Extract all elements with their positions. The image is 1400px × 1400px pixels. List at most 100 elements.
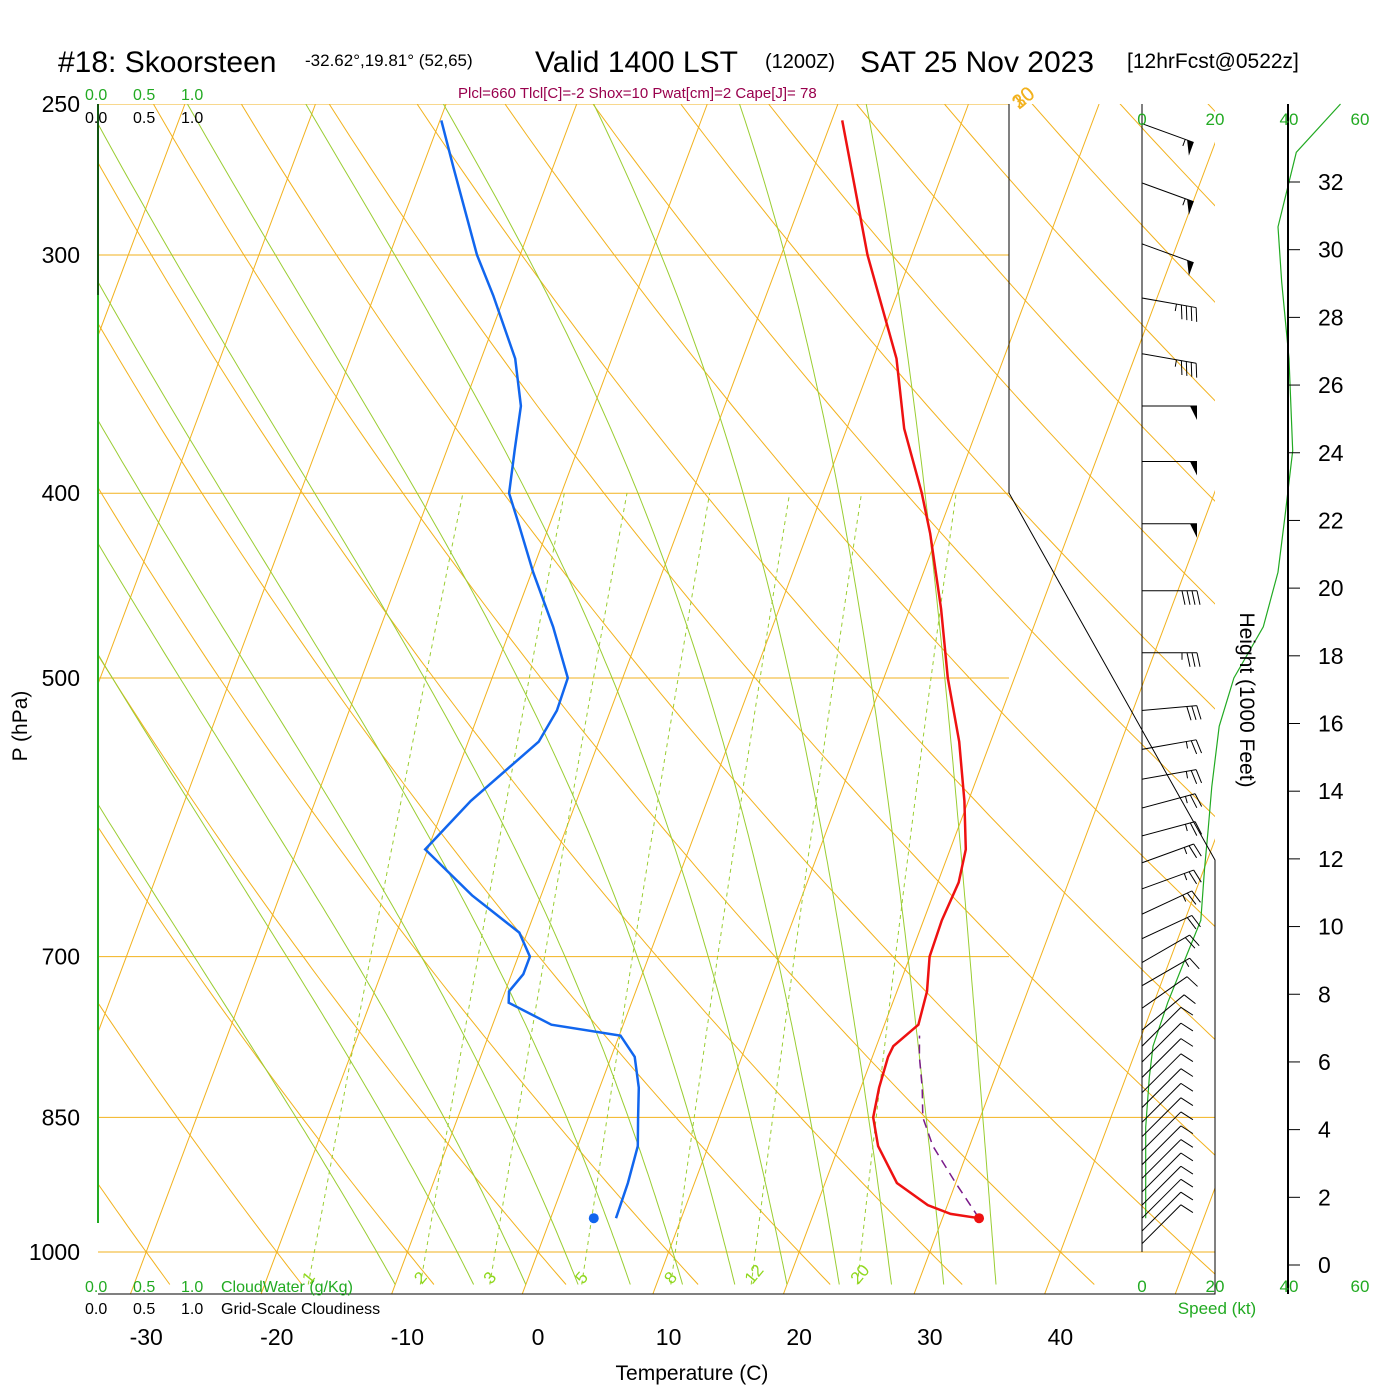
moist-adiabat	[98, 542, 527, 1285]
wind-barb	[1141, 1125, 1194, 1166]
height-axis-title: Height (1000 Feet)	[1235, 612, 1258, 787]
temperature-tick-label: -30	[130, 1324, 163, 1350]
dry-adiabat	[98, 654, 567, 1285]
wind-full-barb	[1180, 1111, 1194, 1121]
wind-full-barb	[1186, 652, 1191, 667]
mixing-ratio-label: 2	[410, 1268, 431, 1287]
wind-barb	[1141, 890, 1201, 915]
temperature-tick-label: 20	[786, 1324, 812, 1350]
wind-barb-staff	[1141, 1165, 1182, 1206]
cloud-top-black-2: 1.0	[181, 110, 203, 127]
dry-adiabat	[98, 826, 435, 1285]
station-title: #18: Skoorsteen	[58, 46, 276, 79]
mixing-ratio-label: 8	[660, 1268, 681, 1287]
wind-barb	[1141, 769, 1203, 784]
dry-adiabat	[328, 104, 1215, 1156]
pressure-tick-label: 250	[42, 91, 80, 117]
wind-full-barb	[1180, 1165, 1194, 1175]
mixing-ratio-line	[856, 493, 957, 1285]
wind-pennant	[1190, 405, 1197, 420]
pressure-tick-label: 850	[42, 1104, 80, 1130]
wind-full-barb	[1191, 890, 1201, 903]
wind-full-barb	[1180, 360, 1183, 376]
cloudiness-label: Grid-Scale Cloudiness	[221, 1301, 380, 1318]
wind-half-barb	[1185, 771, 1189, 779]
height-tick-label: 24	[1318, 440, 1344, 466]
wind-full-barb	[1185, 361, 1188, 376]
wind-full-barb	[1181, 590, 1186, 605]
isotherm-line	[98, 104, 316, 686]
wind-barb-staff	[1141, 1178, 1182, 1219]
cloud-top-green-0: 0.0	[85, 87, 107, 104]
wind-half-barb	[1184, 960, 1190, 968]
speed-axis-bottom: 0 20 40 60 Speed (kt)	[1137, 1277, 1369, 1318]
wind-barbs	[1141, 123, 1203, 1245]
wind-full-barb	[1188, 845, 1198, 859]
wind-barb	[1141, 1139, 1194, 1179]
wind-barb	[1141, 182, 1194, 215]
wind-barb	[1141, 1204, 1194, 1245]
isotherm-line	[652, 104, 1100, 1294]
wind-full-barb	[1189, 934, 1200, 946]
speed-bottom-20: 20	[1206, 1277, 1225, 1296]
height-tick-label: 10	[1318, 914, 1344, 940]
wind-full-barb	[1180, 1022, 1194, 1032]
speed-bottom-60: 60	[1351, 1277, 1370, 1296]
pressure-tick-label: 700	[42, 944, 80, 970]
wind-full-barb	[1189, 957, 1200, 970]
moist-adiabat	[186, 104, 736, 1285]
mixing-ratio-line	[750, 493, 862, 1285]
valid-time: Valid 1400 LST	[535, 46, 738, 79]
wind-barb-staff	[1141, 1097, 1182, 1138]
wind-barb-staff	[1141, 793, 1196, 809]
wind-barb-staff	[1141, 739, 1197, 750]
dry-adiabat	[592, 104, 1215, 818]
wind-barb	[1141, 869, 1202, 890]
stability-params: Plcl=660 Tlcl[C]=-2 Shox=10 Pwat[cm]=2 C…	[458, 85, 817, 102]
wind-barb-staff	[1141, 1152, 1182, 1193]
temperature-line	[840, 120, 980, 1220]
wind-pennant	[1190, 523, 1197, 538]
dry-adiabat	[240, 104, 1215, 1275]
dry-adiabat	[767, 104, 1215, 605]
wind-barb	[1141, 123, 1194, 156]
wind-full-barb	[1186, 590, 1191, 605]
wind-barb-staff	[1141, 1125, 1182, 1166]
wind-pennant	[1190, 461, 1197, 476]
wind-barb	[1141, 934, 1200, 963]
valid-date: SAT 25 Nov 2023	[860, 46, 1094, 79]
wind-barb-staff	[1141, 243, 1194, 264]
height-tick-label: 4	[1318, 1117, 1331, 1143]
wind-barb	[1142, 590, 1201, 605]
wind-barb	[1141, 821, 1203, 837]
pressure-tick-label: 300	[42, 242, 80, 268]
wind-full-barb	[1190, 362, 1193, 377]
speed-bottom-0: 0	[1137, 1277, 1146, 1296]
mixing-ratio-line	[581, 493, 711, 1285]
moist-adiabat	[98, 653, 475, 1285]
wind-barb-staff	[1141, 994, 1185, 1031]
wind-full-barb	[1189, 822, 1198, 836]
height-tick-label: 28	[1318, 304, 1344, 330]
height-tick-label: 8	[1318, 981, 1331, 1007]
wind-barb-staff	[1141, 1068, 1182, 1108]
wind-barb	[1142, 405, 1197, 420]
wind-barb-staff	[1141, 182, 1194, 203]
moist-adiabat	[738, 104, 945, 1285]
mixing-ratio-line	[489, 493, 628, 1285]
wind-full-barb	[1186, 976, 1198, 987]
moist-adiabat	[98, 122, 683, 1285]
dry-adiabat	[504, 104, 1215, 928]
wind-barb	[1141, 739, 1203, 755]
wind-half-barb	[1184, 796, 1188, 804]
wind-barb	[1141, 957, 1200, 987]
wind-barb-staff	[1141, 353, 1197, 364]
cloud-top-black-1: 0.5	[133, 110, 155, 127]
wind-full-barb	[1183, 994, 1196, 1005]
wind-full-barb	[1195, 739, 1203, 754]
isotherm-line	[98, 104, 186, 338]
wind-barb	[1141, 1111, 1194, 1152]
height-tick-label: 32	[1318, 169, 1344, 195]
wind-full-barb	[1188, 871, 1198, 885]
cloud-bottom-black-2: 1.0	[181, 1301, 203, 1318]
